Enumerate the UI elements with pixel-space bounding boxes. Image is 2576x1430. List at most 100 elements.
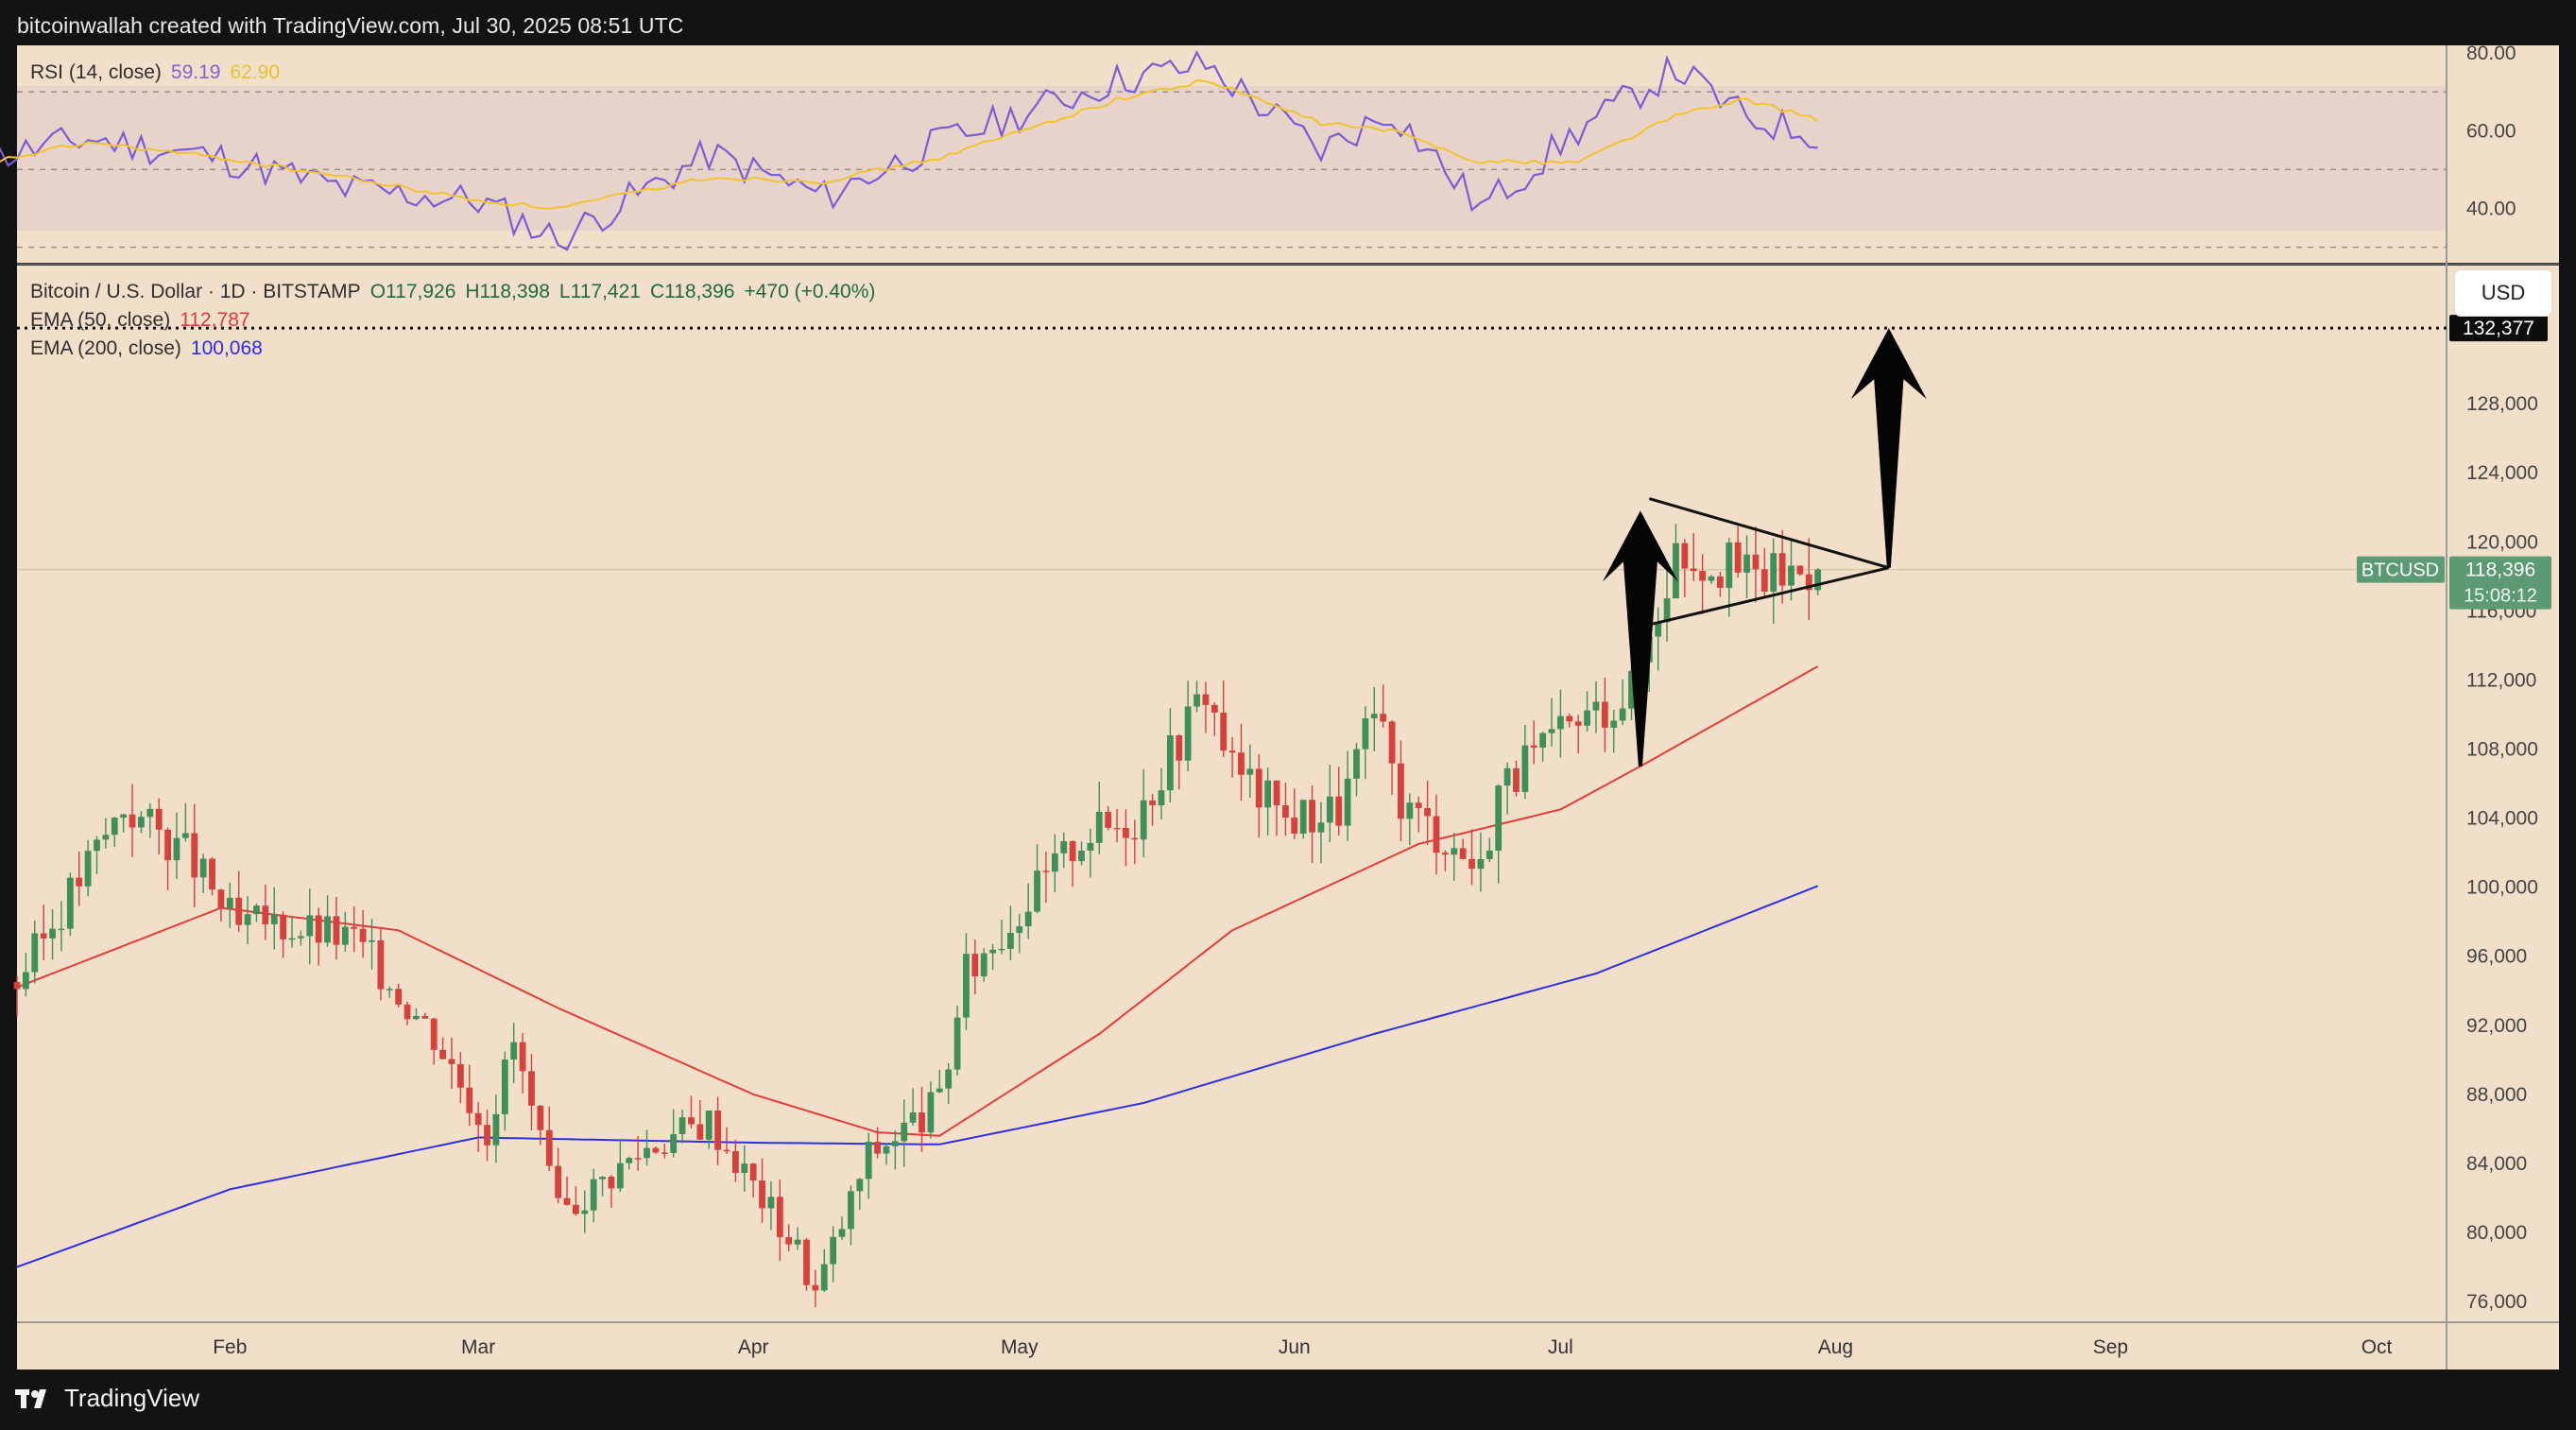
rsi-series (0, 49, 1819, 251)
candle-body (1264, 780, 1272, 808)
candle-body (634, 1158, 642, 1160)
candle-body (865, 1141, 872, 1180)
candle-body (297, 936, 304, 939)
price-legend: Bitcoin / U.S. Dollar · 1D · BITSTAMP O11… (30, 278, 884, 363)
candle-body (945, 1069, 953, 1089)
candle-body (1610, 720, 1618, 728)
candle-body (22, 972, 29, 990)
candle-body (1530, 745, 1537, 748)
currency-button[interactable]: USD (2455, 270, 2551, 316)
footer-brand[interactable]: TradingView (64, 1384, 200, 1412)
candle-body (1095, 811, 1103, 843)
candle-body (209, 858, 215, 890)
candle-body (555, 1165, 562, 1198)
candle-body (1326, 796, 1333, 823)
target-price-tag (2449, 315, 2548, 342)
candle-body (262, 905, 269, 924)
candle-body (306, 915, 314, 937)
candle-body (395, 989, 403, 1005)
candle-body (1566, 715, 1573, 722)
candle-body (351, 926, 358, 929)
candle-body (244, 914, 251, 925)
time-tick-label: Apr (738, 1336, 769, 1358)
candle-body (1194, 694, 1200, 707)
candle-body (980, 953, 987, 976)
price-tick-label: 84,000 (2466, 1153, 2527, 1175)
candle-body (1016, 926, 1023, 933)
candle-body (84, 851, 92, 887)
candle-body (1513, 767, 1520, 792)
candle-body (1211, 704, 1218, 713)
candle-body (1655, 622, 1662, 637)
countdown-tag-text: 15:08:12 (2464, 586, 2537, 607)
candle-body (31, 933, 39, 973)
candle-body (492, 1113, 500, 1146)
candle-body (1619, 708, 1626, 721)
candle-body (1415, 802, 1422, 808)
candle-body (1246, 768, 1254, 775)
candle-body (1485, 851, 1493, 859)
price-axis-bg (2447, 266, 2559, 1322)
candle-body (1353, 749, 1360, 779)
candle-body (688, 1117, 695, 1125)
candle-body (1184, 706, 1192, 761)
candle-body (528, 1071, 535, 1106)
open-value: O117,926 (369, 281, 456, 302)
candle-body (1574, 721, 1582, 726)
time-tick-label: Feb (213, 1336, 247, 1358)
price-tick-label: 124,000 (2466, 462, 2538, 484)
time-tick-label: Mar (461, 1336, 495, 1358)
candle-body (129, 814, 136, 828)
low-value: L117,421 (558, 281, 641, 302)
candle-body (456, 1063, 464, 1088)
chart-header: bitcoinwallah created with TradingView.c… (17, 13, 684, 38)
symbol-line[interactable]: Bitcoin / U.S. Dollar · 1D · BITSTAMP (30, 281, 361, 302)
candle-body (1468, 858, 1475, 870)
candle-body (1770, 553, 1777, 592)
candle-body (644, 1147, 650, 1159)
candle-body (1584, 710, 1590, 726)
candle-body (1388, 721, 1396, 764)
ema200-label[interactable]: EMA (200, close) (30, 337, 181, 359)
candle-body (1814, 569, 1822, 591)
candle-body (1708, 576, 1715, 581)
candle-body (1220, 712, 1228, 751)
rsi-axis-bg (2447, 45, 2559, 263)
candle-body (1734, 542, 1742, 573)
flagpole-arrow (1602, 510, 1678, 767)
candle-body (1548, 729, 1555, 733)
candle-body (670, 1133, 678, 1153)
candle-body (1042, 870, 1050, 872)
candle-body (13, 982, 21, 990)
price-tick-label: 120,000 (2466, 531, 2538, 553)
candle-body (1282, 805, 1289, 818)
price-panel-bg (17, 266, 2447, 1322)
candle-body (714, 1111, 722, 1150)
candle-body (803, 1239, 810, 1285)
candle-body (448, 1059, 455, 1064)
ema50-label[interactable]: EMA (50, close) (30, 309, 171, 331)
high-value: H118,398 (465, 281, 550, 302)
candle-body (1424, 807, 1432, 817)
candle-body (891, 1141, 899, 1146)
candle-body (199, 858, 207, 878)
price-tick-label: 76,000 (2466, 1291, 2527, 1313)
candle-body (723, 1149, 730, 1152)
candle-body (369, 939, 375, 942)
last-price-tag (2449, 556, 2551, 610)
footer: TradingView (15, 1384, 199, 1413)
candle-body (1228, 750, 1236, 753)
candle-body (138, 817, 145, 828)
candle-body (315, 915, 322, 943)
candle-body (599, 1177, 606, 1180)
candle-body (1024, 911, 1032, 927)
candle-body (1255, 768, 1262, 808)
candle-body (626, 1158, 633, 1163)
candle-body (794, 1239, 801, 1245)
candle-body (537, 1105, 544, 1130)
candle-body (1087, 842, 1094, 851)
change-value: +470 (+0.40%) (744, 281, 876, 302)
candle-body (1752, 554, 1760, 570)
candle-body (1805, 574, 1812, 591)
